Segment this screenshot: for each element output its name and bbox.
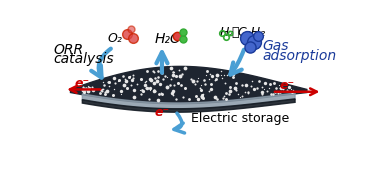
Polygon shape	[82, 93, 295, 109]
Polygon shape	[82, 99, 295, 112]
Text: e⁻: e⁻	[154, 106, 169, 119]
Text: Gas: Gas	[263, 39, 289, 53]
Text: O₂: O₂	[108, 32, 122, 45]
Text: Electric storage: Electric storage	[191, 112, 289, 125]
Text: adsorption: adsorption	[263, 49, 337, 63]
Text: catalysis: catalysis	[53, 53, 114, 66]
Text: H₂O: H₂O	[154, 32, 181, 46]
Text: C₂H₂: C₂H₂	[238, 25, 266, 39]
Text: ORR: ORR	[53, 43, 84, 57]
Text: H₂: H₂	[220, 25, 234, 39]
Polygon shape	[71, 66, 307, 104]
Text: e⁻: e⁻	[74, 77, 90, 90]
Text: 、: 、	[232, 25, 239, 39]
Text: e⁻: e⁻	[280, 79, 295, 92]
